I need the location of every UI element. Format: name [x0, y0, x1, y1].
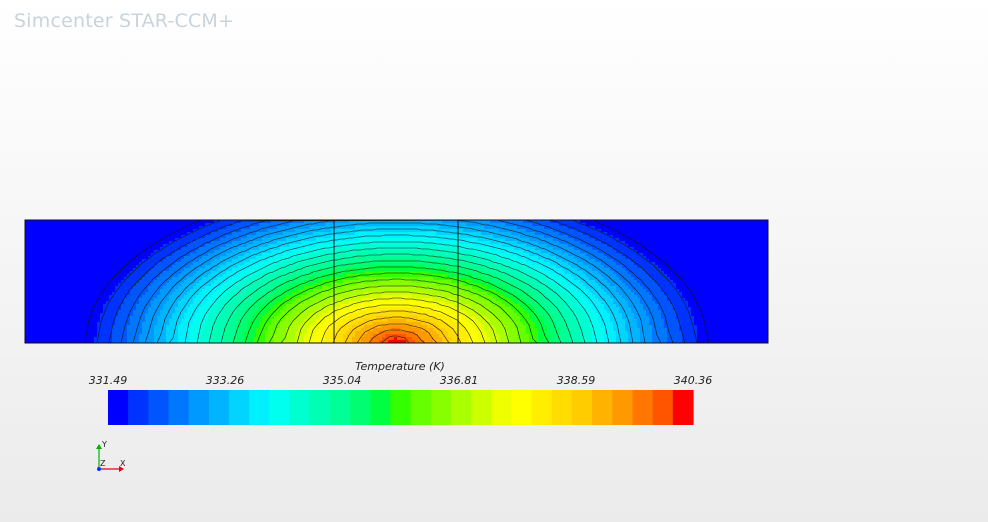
scalar-bar-swatch — [511, 390, 533, 425]
scalar-bar-swatch — [410, 390, 432, 425]
isotherm-line — [25, 323, 765, 343]
scalar-bar-swatch — [450, 390, 472, 425]
scalar-bar-swatch — [390, 390, 412, 425]
isotherm-line — [25, 329, 765, 343]
domain-outline — [24, 219, 769, 344]
isotherm-line — [25, 247, 765, 343]
isotherm-line — [25, 266, 765, 343]
scalar-bar-tick-label: 336.81 — [440, 374, 479, 387]
scalar-bar-tick-label: 340.36 — [674, 374, 713, 387]
scalar-bar-swatch — [491, 390, 513, 425]
scalar-bar-swatch — [148, 390, 170, 425]
isotherm-line — [25, 278, 765, 343]
app-title: Simcenter STAR-CCM+ — [14, 10, 235, 32]
scalar-bar-swatch — [612, 390, 634, 425]
triad-z-axis — [97, 467, 101, 471]
scalar-bar-swatch — [430, 390, 452, 425]
isotherm-line — [25, 253, 765, 343]
triad-y-arrow — [96, 444, 102, 449]
isotherm-line — [25, 241, 765, 343]
scalar-bar-swatch — [128, 390, 149, 425]
isotherm-line — [25, 260, 765, 343]
scalar-bar-swatch — [208, 390, 230, 425]
scalar-bar-swatch — [289, 390, 311, 425]
scalar-bar-swatch — [108, 390, 129, 425]
temperature-contour-plot — [24, 219, 769, 344]
isotherm-line — [25, 234, 765, 343]
scalar-bar-tick-label: 335.04 — [323, 374, 362, 387]
scalar-bar-swatch — [632, 390, 654, 425]
scalar-bar-title: Temperature (K) — [355, 360, 445, 373]
scalar-bar-swatch — [309, 390, 331, 425]
scalar-bar-swatch — [188, 390, 210, 425]
scalar-bar-swatch — [571, 390, 593, 425]
triad-x-label: X — [120, 459, 126, 468]
scalar-bar-swatch — [350, 390, 371, 425]
scalar-bar-swatch — [551, 390, 573, 425]
isotherm-line — [25, 285, 765, 343]
isotherm-line — [25, 304, 765, 343]
isotherm-line — [25, 316, 765, 343]
isotherm-line — [25, 272, 765, 343]
isotherm-line — [25, 220, 765, 343]
isotherm-line — [25, 310, 765, 343]
isotherm-line — [25, 297, 765, 343]
isotherm-line — [25, 228, 765, 343]
triad-z-label: Z — [100, 459, 106, 468]
isotherm-line — [25, 291, 765, 343]
scalar-bar-swatch — [672, 390, 694, 425]
axis-triad: Y Z X — [96, 440, 126, 472]
scalar-bar[interactable]: Temperature (K) 331.49 333.26 335.04 336.81… — [89, 360, 713, 425]
isotherm-line — [25, 335, 765, 343]
triad-y-label: Y — [101, 440, 107, 449]
scalar-bar-swatch — [370, 390, 392, 425]
scalar-bar-swatch — [531, 390, 553, 425]
scalar-bar-tick-label: 333.26 — [206, 374, 245, 387]
scalar-bar-swatch — [329, 390, 351, 425]
scalar-bar-swatch — [168, 390, 190, 425]
scalar-bar-swatch — [269, 390, 291, 425]
scalar-bar-swatch — [652, 390, 674, 425]
scalar-bar-swatch — [249, 390, 270, 425]
scalar-bar-tick-label: 331.49 — [89, 374, 128, 387]
scalar-bar-swatch — [471, 390, 492, 425]
scalar-bar-swatch — [592, 390, 613, 425]
scalar-bar-swatch — [229, 390, 250, 425]
isotherm-line — [25, 222, 765, 343]
triad-x-arrow — [119, 466, 124, 472]
scalar-bar-tick-label: 338.59 — [557, 374, 596, 387]
